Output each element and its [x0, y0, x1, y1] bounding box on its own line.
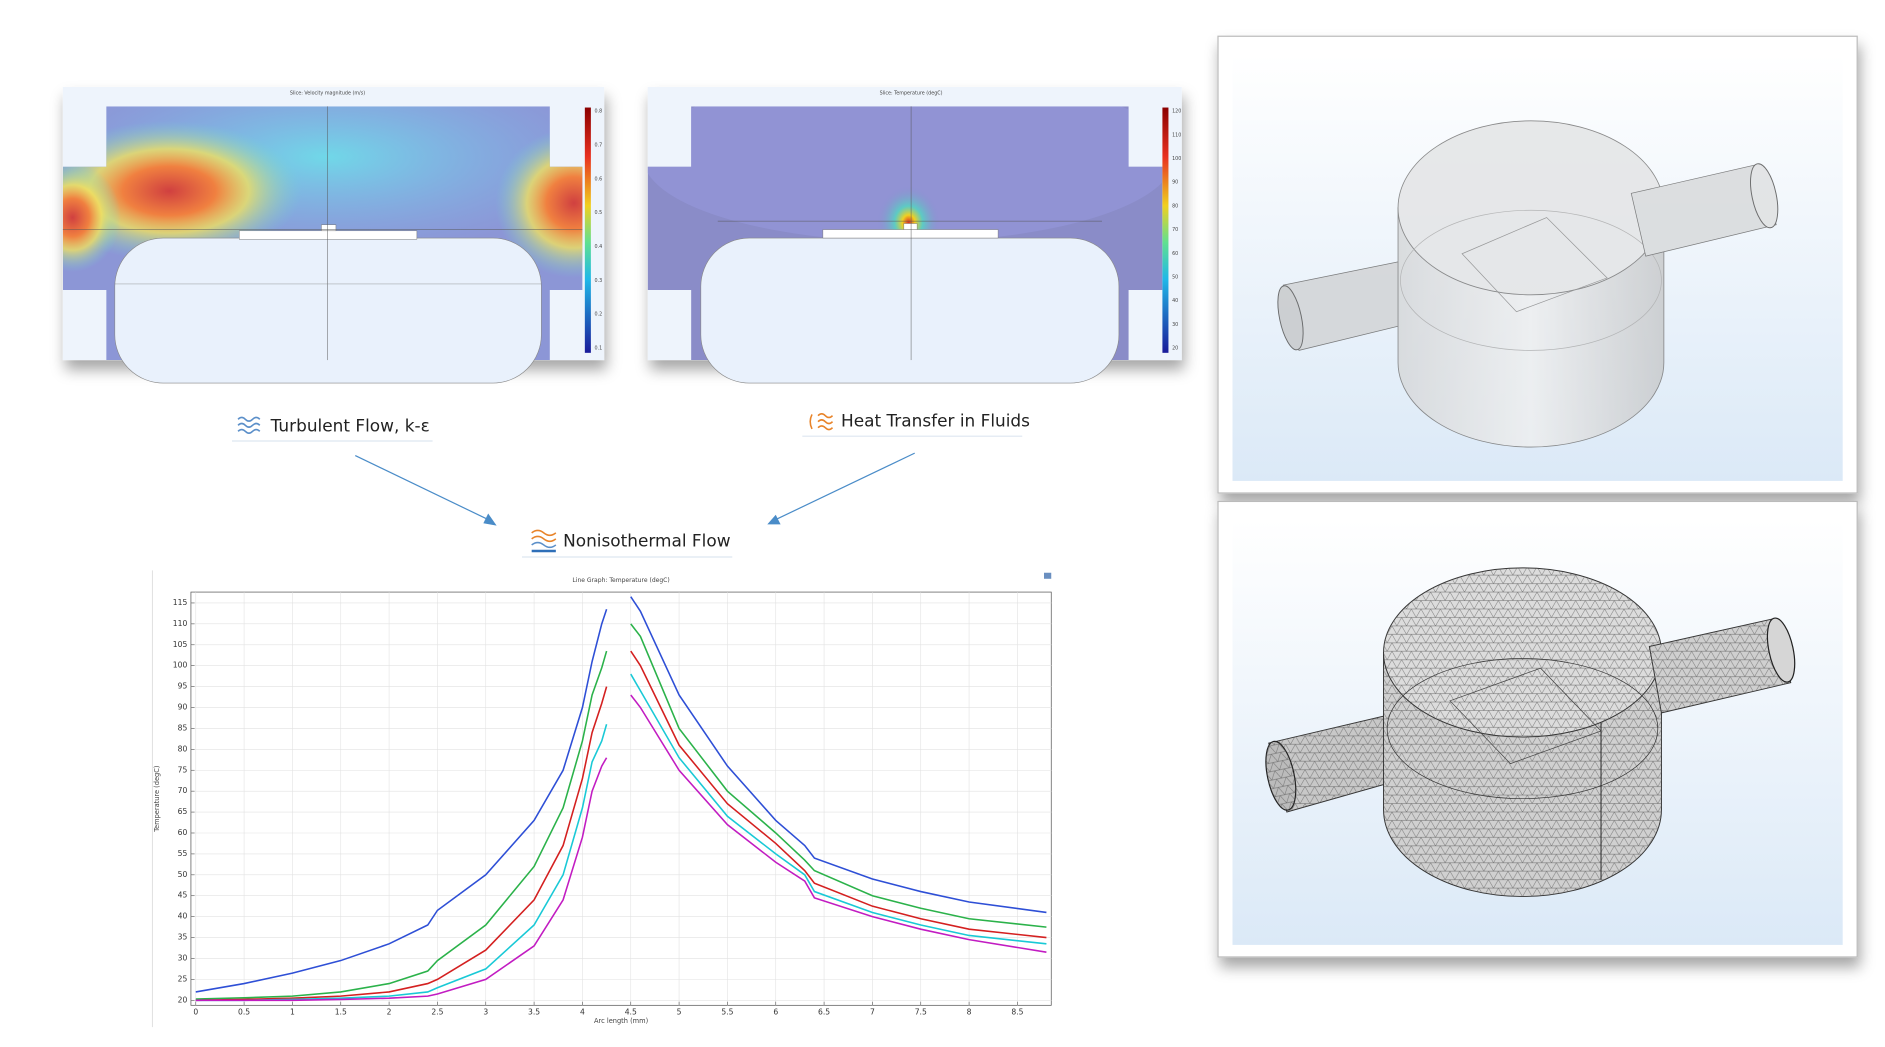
y-tick-label: 110 [173, 619, 188, 628]
arrows [354, 452, 915, 526]
y-tick-label: 100 [173, 661, 188, 670]
colorbar-label: 0.7 [595, 142, 603, 148]
y-tick-label: 70 [178, 786, 188, 795]
x-tick-label: 1 [290, 1008, 295, 1017]
export-icon [1043, 572, 1052, 579]
colorbar-label: 100 [1172, 156, 1181, 162]
x-tick-label: 2 [387, 1008, 392, 1017]
chip [321, 224, 337, 232]
x-tick-label: 4.5 [625, 1008, 637, 1017]
solid-block [114, 237, 542, 384]
x-tick-label: 6.5 [818, 1008, 830, 1017]
series-line [195, 673, 1047, 1002]
colorbar-label: 0.4 [595, 244, 603, 250]
colorbar-label: 90 [1172, 180, 1178, 186]
y-tick-label: 20 [178, 995, 188, 1004]
y-axis-label: Temperature (degC) [153, 765, 161, 833]
label: Heat Transfer in Fluids [841, 411, 1030, 431]
y-tick-label: 55 [178, 849, 188, 858]
colorbar-label: 20 [1172, 345, 1178, 351]
y-tick-label: 25 [178, 974, 188, 983]
y-tick-label: 45 [178, 891, 188, 900]
colorbar-label: 0.3 [595, 278, 603, 284]
plot-area [190, 591, 1052, 1006]
x-axis-label: Arc length (mm) [594, 1017, 649, 1025]
series-line [195, 596, 1047, 993]
y-tick-label: 105 [173, 640, 188, 649]
x-tick-label: 3.5 [528, 1008, 540, 1017]
x-tick-label: 4 [580, 1008, 585, 1017]
y-tick-label: 115 [173, 598, 188, 607]
chip [903, 223, 918, 230]
colorbar-label: 0.1 [595, 345, 603, 351]
panel-title: Slice: Velocity magnitude (m/s) [290, 91, 365, 97]
physics-turbulent: Turbulent Flow, k-ε [232, 416, 433, 442]
x-tick-label: 7 [870, 1008, 875, 1017]
colorbar-labels: 120 110 100 90 80 70 60 50 40 30 20 [1172, 109, 1181, 352]
panel-title: Slice: Temperature (degC) [880, 91, 943, 97]
y-tick-label: 75 [178, 765, 188, 774]
y-tick-label: 35 [178, 933, 188, 942]
mesh-view [1217, 500, 1858, 958]
colorbar [584, 107, 591, 353]
colorbar-label: 40 [1172, 298, 1178, 304]
solid-block [700, 237, 1120, 384]
geometry-view [1217, 35, 1858, 494]
colorbar-label: 110 [1172, 132, 1181, 138]
x-tick-label: 5 [677, 1008, 682, 1017]
y-tick-label: 40 [178, 912, 188, 921]
colorbar-label: 70 [1172, 227, 1178, 233]
physics-coupled: Nonisothermal Flow [522, 529, 733, 558]
label: Turbulent Flow, k-ε [270, 416, 430, 436]
x-tick-label: 1.5 [335, 1008, 347, 1017]
x-tick-label: 8.5 [1011, 1008, 1023, 1017]
y-tick-label: 65 [178, 807, 188, 816]
y-tick-label: 85 [178, 723, 188, 732]
y-tick-label: 50 [178, 870, 188, 879]
plate [822, 229, 999, 239]
plate [239, 230, 418, 240]
colorbar-label: 0.8 [595, 109, 603, 115]
colorbar-label: 50 [1172, 274, 1178, 280]
label: Nonisothermal Flow [563, 530, 731, 550]
colorbar-label: 0.5 [595, 210, 603, 216]
chart-title: Line Graph: Temperature (degC) [572, 577, 669, 584]
x-tick-label: 0.5 [238, 1008, 250, 1017]
x-tick-label: 2.5 [431, 1008, 443, 1017]
colorbar-label: 0.2 [595, 312, 603, 318]
series-line [195, 650, 1047, 1002]
colorbar-label: 30 [1172, 322, 1178, 328]
y-tick-label: 90 [178, 703, 188, 712]
x-tick-label: 3 [483, 1008, 488, 1017]
series-line [195, 694, 1047, 1002]
y-tick-label: 95 [178, 682, 188, 691]
line-chart: 0 0.5 1 1.5 2 2.5 3 3.5 4 4.5 5 5.5 6 6.5 7 7.5 8 8.5 20 25… [173, 591, 1052, 1017]
y-tick-label: 60 [178, 828, 188, 837]
colorbar-label: 0.6 [595, 176, 603, 182]
colorbar-label: 60 [1172, 251, 1178, 257]
colorbar-label: 120 [1172, 109, 1181, 115]
series-line [195, 623, 1047, 1000]
x-tick-label: 5.5 [721, 1008, 733, 1017]
colorbar-labels: 0.8 0.7 0.6 0.5 0.4 0.3 0.2 0.1 [595, 109, 603, 352]
y-tick-label: 80 [178, 744, 188, 753]
x-tick-label: 0 [193, 1008, 198, 1017]
physics-heat: Heat Transfer in Fluids [802, 411, 1030, 437]
y-tick-label: 30 [178, 953, 188, 962]
colorbar [1162, 107, 1169, 353]
colorbar-label: 80 [1172, 203, 1178, 209]
x-tick-label: 8 [967, 1008, 972, 1017]
x-tick-label: 7.5 [915, 1008, 927, 1017]
x-tick-label: 6 [773, 1008, 778, 1017]
